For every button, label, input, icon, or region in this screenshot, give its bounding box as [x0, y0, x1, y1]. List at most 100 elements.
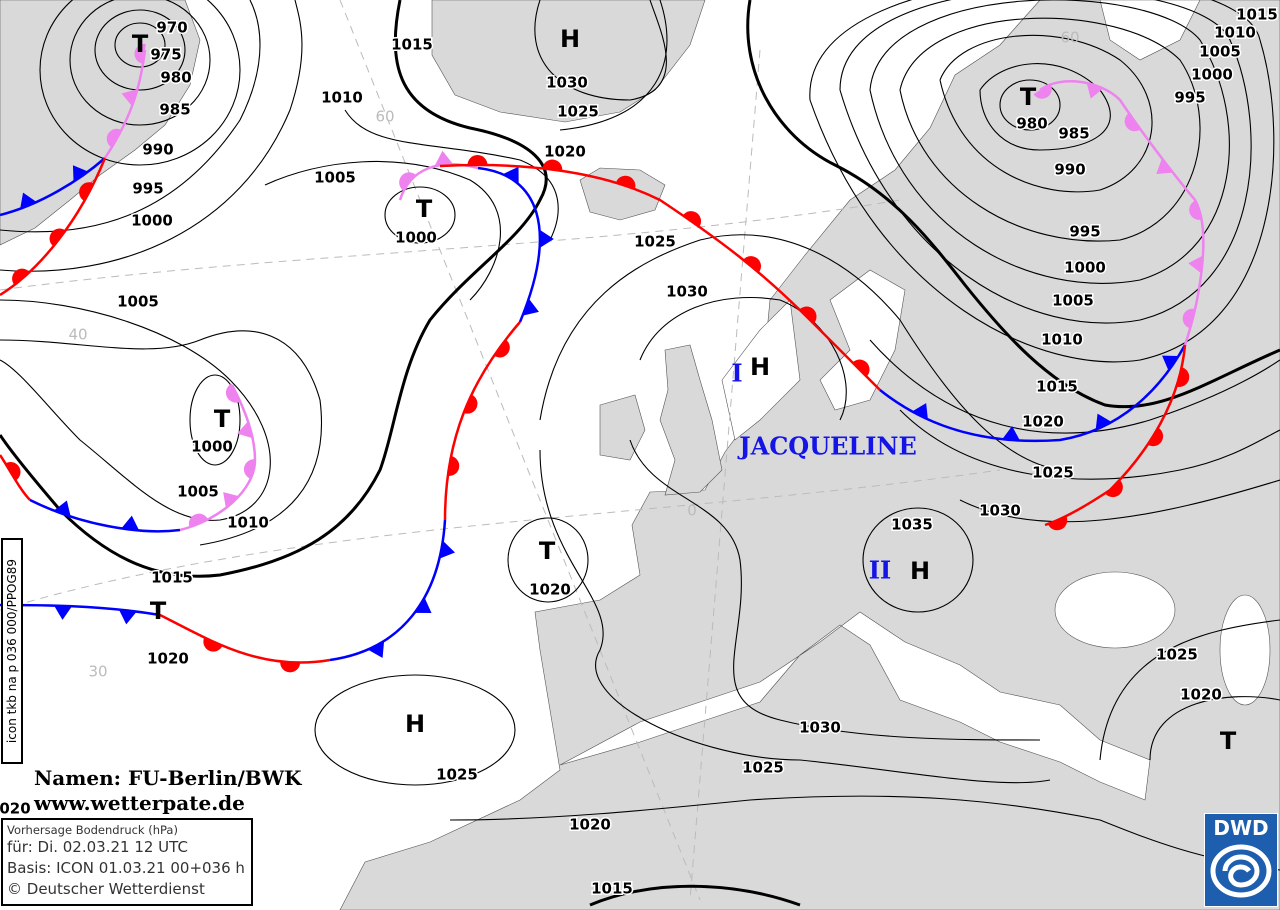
- isobar-label: 1025: [557, 103, 599, 121]
- high-pressure-center: H: [405, 710, 425, 738]
- cold-front-triangle: [72, 165, 89, 182]
- isobar-label: 1000: [1191, 66, 1233, 84]
- land-ireland: [599, 394, 646, 461]
- info-copyright: © Deutscher Wetterdienst: [7, 880, 205, 898]
- isobar-label: 1005: [1199, 43, 1241, 61]
- cold-front-triangle: [1162, 355, 1179, 371]
- warm-front-semicircle: [447, 456, 460, 476]
- cold-front: [0, 157, 106, 217]
- warm-front-semicircle: [243, 459, 257, 480]
- isobar-label: 1025: [634, 233, 676, 251]
- cold-front-triangle: [237, 421, 253, 439]
- high-pressure-center: H: [910, 557, 930, 585]
- warm-front-semicircle: [12, 268, 30, 286]
- pressure-system-name: JACQUELINE: [737, 432, 917, 461]
- isobar-label: 1015: [391, 36, 433, 54]
- warm-front-semicircle: [493, 339, 510, 358]
- low-pressure-center: T: [539, 537, 556, 565]
- isobar-label: 980: [1016, 115, 1047, 133]
- cold-front-triangle: [118, 609, 137, 625]
- isobar-label: 1005: [177, 483, 219, 501]
- inland-seas: [559, 0, 1271, 801]
- cold-front-triangle: [53, 500, 71, 517]
- warm-front-semicircle: [1124, 113, 1141, 132]
- dwd-logo-text: DWD: [1213, 816, 1269, 840]
- isobar-label: 1020: [1180, 686, 1222, 704]
- warm-front-semicircle: [682, 211, 702, 227]
- info-valid-time: für: Di. 02.03.21 12 UTC: [7, 838, 188, 856]
- low-pressure-center: T: [1020, 83, 1037, 111]
- isobar-label: 1010: [1214, 24, 1256, 42]
- info-basis: Basis: ICON 01.03.21 00+036 h: [7, 859, 245, 877]
- warm-front-semicircle: [79, 182, 94, 202]
- isobar-label: 1015: [1236, 6, 1278, 24]
- isobar-label: 1030: [979, 502, 1021, 520]
- cold-front-triangle: [20, 192, 37, 209]
- warm-front-semicircle: [615, 175, 636, 189]
- low-pressure-center: T: [416, 195, 433, 223]
- isobar-label: 1030: [546, 74, 588, 92]
- map-labels: 6040300609709759809859909951000100510101…: [0, 4, 1279, 899]
- isobar-label: 1020: [1022, 413, 1064, 431]
- cold-front-triangle: [1086, 82, 1104, 99]
- isobar-label: 1005: [1052, 292, 1094, 310]
- sea-north: [721, 299, 801, 441]
- cold-front-triangle: [1188, 255, 1204, 274]
- grid-label: 30: [88, 663, 107, 681]
- warm-front: [159, 613, 331, 664]
- isobar-label: 1000: [1064, 259, 1106, 277]
- warm-front-semicircle: [134, 43, 146, 64]
- cold-front: [29, 498, 181, 533]
- warm-front-semicircle: [467, 155, 488, 166]
- warm-front-semicircle: [5, 462, 21, 481]
- cold-front-triangle: [1002, 426, 1021, 441]
- isobar-label: 1000: [395, 229, 437, 247]
- cold-front-triangle: [539, 229, 554, 248]
- warm-front-semicircle: [399, 172, 416, 191]
- cold-front-triangle: [439, 540, 456, 559]
- cold-front: [477, 166, 542, 323]
- isobar-label: 1000: [191, 438, 233, 456]
- warm-front-semicircle: [852, 359, 870, 377]
- low-pressure-center: T: [214, 405, 231, 433]
- warm-front-semicircle: [463, 394, 478, 414]
- isobar-label: 975: [150, 46, 181, 64]
- sea-black: [1054, 571, 1176, 649]
- credits-website[interactable]: www.wetterpate.de: [34, 791, 245, 815]
- cold-front-triangle: [223, 492, 240, 509]
- isobar-label: 1030: [666, 283, 708, 301]
- cold-front-triangle: [434, 150, 453, 166]
- cold-front: [329, 519, 447, 662]
- low-pressure-center: T: [150, 597, 167, 625]
- pressure-system-name: II: [869, 556, 891, 585]
- warm-front: [1044, 344, 1187, 527]
- low-pressure-center: T: [1220, 727, 1237, 755]
- isobar-label: 1015: [591, 880, 633, 898]
- warm-front-semicircle: [799, 306, 817, 324]
- grid-label: 60: [1060, 29, 1079, 47]
- isobar-label: 1035: [891, 516, 933, 534]
- warm-front-semicircle: [1105, 479, 1123, 498]
- cold-front-triangle: [414, 597, 432, 614]
- grid-label: 40: [68, 326, 87, 344]
- isobar-label: 990: [1054, 161, 1085, 179]
- warm-front-semicircle: [106, 128, 122, 148]
- isobar-label: 1005: [314, 169, 356, 187]
- isobar-label: 995: [1174, 89, 1205, 107]
- isobar-label: 980: [160, 69, 191, 87]
- info-title: Vorhersage Bodendruck (hPa): [7, 823, 178, 837]
- credits: Namen: FU-Berlin/BWK www.wetterpate.de: [34, 766, 302, 816]
- isobar-label: 1010: [1041, 331, 1083, 349]
- isobar-label: 1000: [131, 212, 173, 230]
- warm-front: [439, 163, 881, 391]
- warm-front-semicircle: [49, 228, 66, 247]
- isobar-label: 1020: [544, 143, 586, 161]
- grid-label: 0: [687, 502, 697, 520]
- isobar-label: 990: [142, 141, 173, 159]
- isobar-label: 1010: [321, 89, 363, 107]
- isobar-label: 985: [1058, 125, 1089, 143]
- warm-front-semicircle: [225, 383, 241, 403]
- isobar-label: 970: [156, 19, 187, 37]
